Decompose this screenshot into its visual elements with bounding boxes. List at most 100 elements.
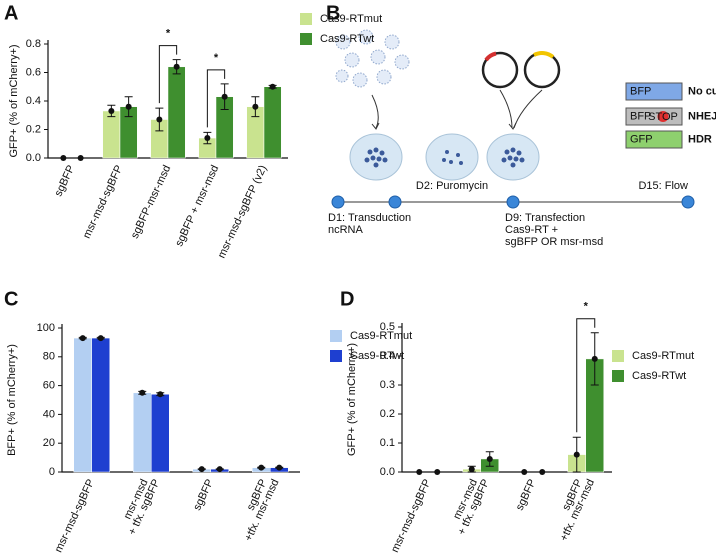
- point: [258, 464, 265, 471]
- point: [221, 93, 228, 100]
- bar: [73, 337, 92, 473]
- bar: [133, 392, 152, 473]
- box-label: GFP: [630, 133, 653, 145]
- point: [216, 466, 223, 473]
- point: [269, 83, 276, 90]
- legend-label: Cas9-RTmut: [320, 13, 382, 25]
- x-tick-label: msr-msd-sgBFP: [389, 477, 433, 554]
- legend-swatch: [612, 350, 624, 362]
- box-label: BFP: [630, 85, 651, 97]
- y-tick-label: 0.3: [380, 379, 395, 391]
- y-tick-label: 20: [43, 437, 55, 449]
- y-axis-label: GFP+ (% of mCherry+): [8, 44, 20, 157]
- bar: [151, 393, 170, 473]
- significance-bracket: [158, 45, 178, 104]
- point: [60, 155, 67, 161]
- timeline-label: D1: Transduction: [328, 212, 411, 224]
- legend-label: Cas9-RTwt: [320, 33, 374, 45]
- y-tick-label: 0.0: [380, 466, 395, 478]
- legend-swatch: [612, 370, 624, 382]
- y-tick-label: 0.5: [380, 321, 395, 333]
- panel-label: B: [326, 2, 340, 24]
- point: [97, 335, 104, 342]
- y-axis-label: GFP+ (% of mCherry+): [346, 343, 358, 456]
- y-axis-label: BFP+ (% of mCherry+): [6, 344, 18, 456]
- bar: [91, 337, 110, 473]
- y-tick-label: 0.2: [26, 123, 41, 135]
- legend-label: HDR: [688, 133, 712, 145]
- timepoints: [331, 195, 695, 209]
- point: [573, 451, 580, 458]
- point: [591, 355, 598, 362]
- x-tick-label: msr-msd-sgBFP: [81, 163, 125, 240]
- timeline-label: ncRNA: [328, 224, 364, 236]
- legend-swatch: [300, 13, 312, 25]
- y-tick-label: 0.4: [26, 95, 41, 107]
- significance-star: *: [584, 301, 589, 313]
- y-tick-label: 0.6: [26, 66, 41, 78]
- point: [156, 116, 163, 123]
- legend-label: NHEJ: [688, 110, 716, 122]
- point: [539, 469, 546, 475]
- timeline-label: D15: Flow: [638, 180, 688, 192]
- plasmid: [523, 51, 561, 89]
- plasmid: [481, 51, 519, 89]
- y-tick-label: 60: [43, 380, 55, 392]
- x-tick-label: msr-msd-sgBFP: [53, 477, 97, 554]
- point: [252, 103, 259, 110]
- legend-swatch: [300, 33, 312, 45]
- x-tick-label: sgBFP: [53, 163, 78, 198]
- stop-text: STOP: [648, 111, 678, 123]
- point: [434, 469, 441, 475]
- significance-bracket: [206, 69, 226, 128]
- timeline-label: sgBFP OR msr-msd: [505, 236, 603, 248]
- panel-label: D: [340, 288, 354, 310]
- x-tick-label: msr-msd-sgBFP (v2): [216, 163, 270, 260]
- legend-label: Cas9-RTwt: [632, 370, 686, 382]
- bar: [167, 66, 186, 159]
- arrow: [371, 94, 379, 129]
- legend-label: Cas9-RTmut: [350, 330, 412, 342]
- bar: [263, 86, 282, 159]
- point: [173, 63, 180, 70]
- dish: [349, 133, 403, 181]
- timeline-label: D9: Transfection: [505, 212, 585, 224]
- legend-label: Cas9-RTwt: [350, 350, 404, 362]
- x-tick-label: sgBFP: [514, 477, 539, 512]
- legend-swatch: [330, 350, 342, 362]
- point: [139, 389, 146, 396]
- dish: [425, 133, 479, 181]
- y-tick-label: 0.0: [26, 152, 41, 164]
- point: [77, 155, 84, 161]
- significance-bracket: [576, 318, 596, 433]
- point: [204, 135, 211, 142]
- x-tick-label: sgBFP: [191, 477, 216, 512]
- y-tick-label: 80: [43, 351, 55, 363]
- panel-label: C: [4, 288, 18, 310]
- legend-swatch: [330, 330, 342, 342]
- point: [157, 391, 164, 398]
- bar: [102, 110, 121, 159]
- x-tick-label: sgBFP-msr-msd: [129, 163, 173, 240]
- timeline-label: Cas9-RT +: [505, 224, 558, 236]
- legend-label: Cas9-RTmut: [632, 350, 694, 362]
- point: [198, 466, 205, 473]
- legend-label: No cut: [688, 85, 716, 97]
- diagram: [331, 29, 695, 209]
- point: [468, 466, 475, 473]
- point: [416, 469, 423, 475]
- point: [125, 103, 132, 110]
- significance-star: *: [166, 28, 171, 40]
- viruses: [335, 29, 410, 88]
- y-tick-label: 0.8: [26, 38, 41, 50]
- axis: [401, 323, 612, 473]
- x-tick-label: sgBFP + msr-msd: [173, 163, 221, 248]
- y-tick-label: 40: [43, 408, 55, 420]
- y-tick-label: 100: [37, 322, 55, 334]
- point: [521, 469, 528, 475]
- timeline-label: D2: Puromycin: [416, 180, 488, 192]
- y-tick-label: 0.4: [380, 350, 395, 362]
- y-tick-label: 0: [49, 466, 55, 478]
- point: [108, 107, 115, 114]
